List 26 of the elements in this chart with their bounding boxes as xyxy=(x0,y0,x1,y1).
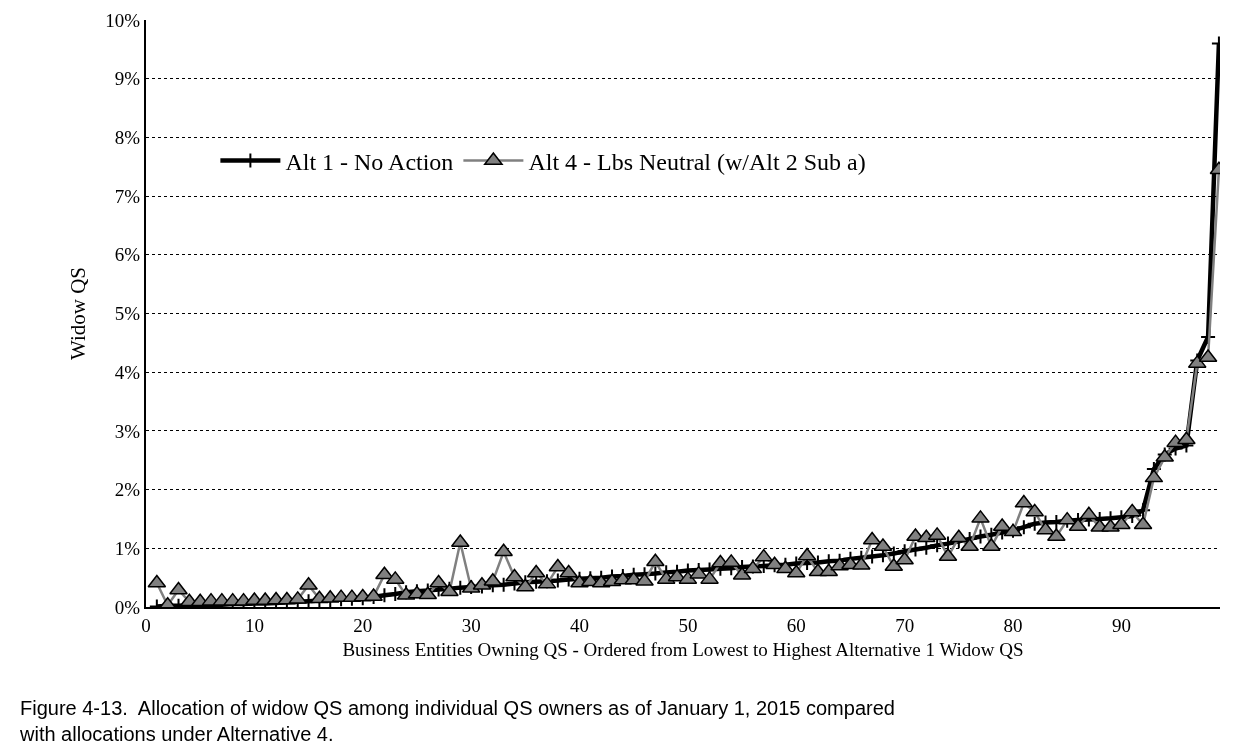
legend-label: Alt 4 - Lbs Neutral (w/Alt 2 Sub a) xyxy=(528,148,866,175)
y-tick-label: 5% xyxy=(114,303,141,325)
caption: Figure 4-13. Allocation of widow QS among individual QS owners as of January 1, 2015 compared with allocations under Alternative 4. xyxy=(19,697,895,745)
x-tick-label: 10 xyxy=(244,614,264,636)
y-tick-label: 8% xyxy=(114,127,141,149)
y-axis-title: Widow QS xyxy=(66,266,91,361)
y-tick-label: 7% xyxy=(114,185,141,207)
x-axis-title: Business Entities Owning QS - Ordered from Lowest to Highest Alternative 1 Widow QS xyxy=(342,639,1024,661)
y-tick-label: 1% xyxy=(114,537,141,559)
y-tick-label: 0% xyxy=(114,596,141,618)
x-tick-label: 50 xyxy=(678,614,698,636)
x-tick-label: 60 xyxy=(786,614,806,636)
legend-label: Alt 1 - No Action xyxy=(285,148,454,175)
y-tick-label: 3% xyxy=(114,420,141,442)
y-tick-label: 4% xyxy=(114,361,141,383)
x-tick-label: 70 xyxy=(895,614,915,636)
x-tick-label: 90 xyxy=(1111,614,1131,636)
y-tick-label: 2% xyxy=(114,479,141,501)
x-tick-label: 80 xyxy=(1003,614,1023,636)
y-tick-label: 10% xyxy=(105,9,141,31)
y-tick-label: 6% xyxy=(114,244,141,266)
y-tick-label: 9% xyxy=(114,68,141,90)
x-tick-label: 0 xyxy=(141,614,151,636)
x-tick-label: 20 xyxy=(353,614,373,636)
x-tick-label: 30 xyxy=(461,614,481,636)
x-tick-label: 40 xyxy=(570,614,589,636)
